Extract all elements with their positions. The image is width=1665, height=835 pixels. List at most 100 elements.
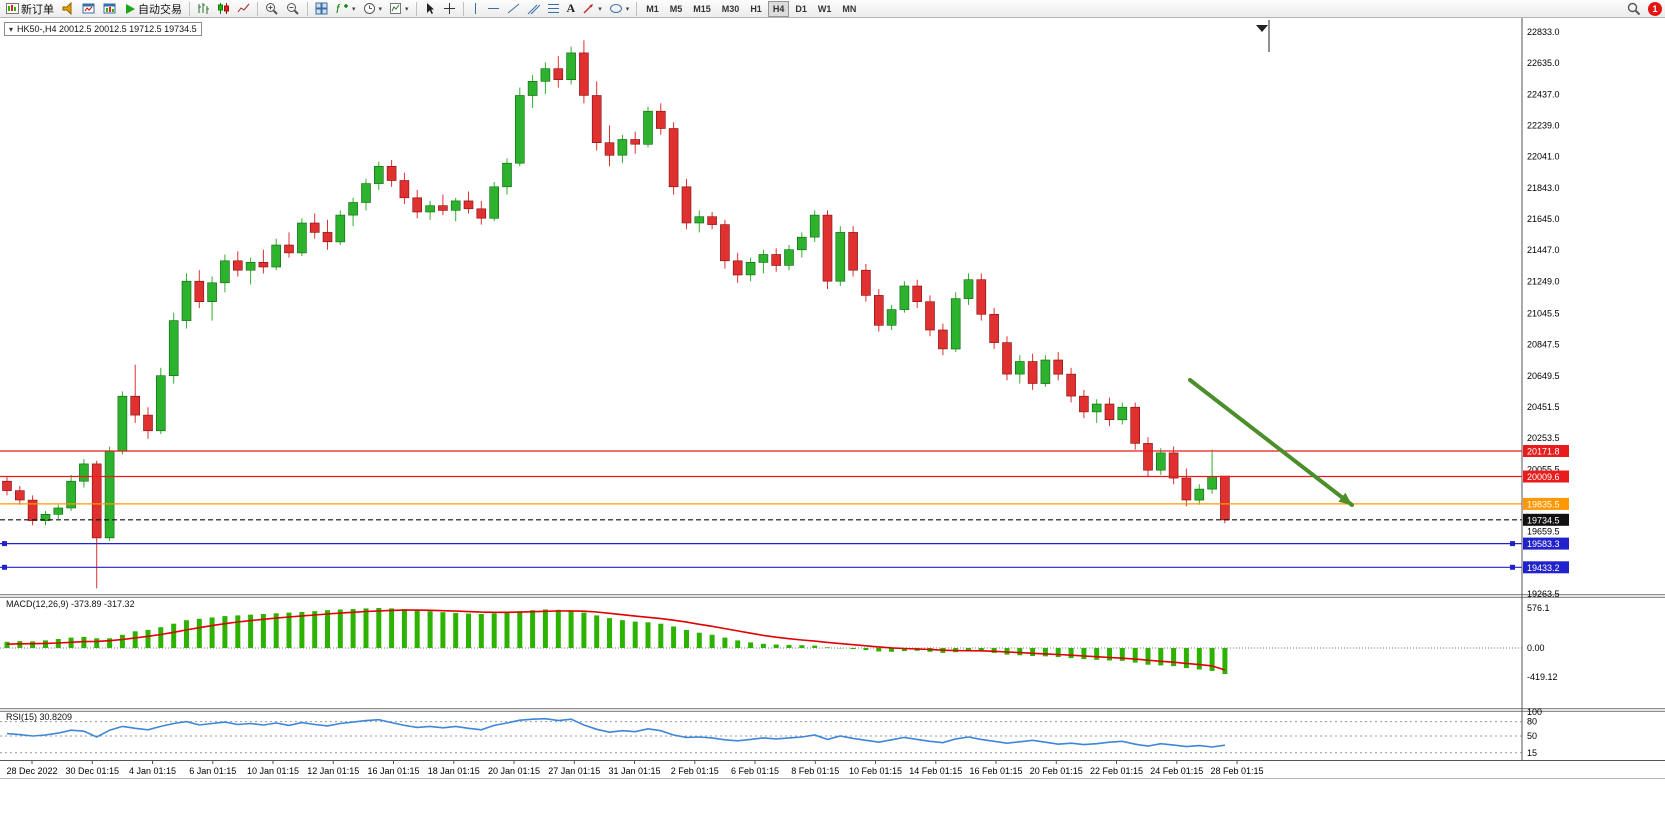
autotrade-button[interactable]: 自动交易 (121, 1, 185, 17)
svg-text:20171.8: 20171.8 (1527, 447, 1560, 457)
bar-chart-icon (198, 3, 209, 14)
crosshair-tool-button[interactable] (440, 1, 459, 17)
candle (591, 81, 602, 151)
chart-area[interactable]: 22833.0 22635.0 22437.0 22239.0 22041.0 21843… (0, 18, 1665, 835)
line-handle[interactable] (2, 541, 7, 547)
cursor-tool-button[interactable] (421, 1, 439, 17)
timeframe-mn-button[interactable]: MN (837, 1, 861, 17)
zoom-out-button[interactable] (283, 1, 303, 17)
candle (617, 134, 628, 164)
timeframe-m5-button[interactable]: M5 (665, 1, 688, 17)
svg-text:6 Feb 01:15: 6 Feb 01:15 (731, 766, 779, 776)
search-button[interactable] (1624, 1, 1644, 17)
shapes-tool-button[interactable]: ▾ (606, 1, 633, 17)
dropdown-arrow-icon[interactable]: ▾ (405, 5, 409, 13)
svg-text:21645.0: 21645.0 (1527, 214, 1560, 224)
vertical-line-tool-button[interactable] (468, 1, 483, 17)
candle (925, 295, 935, 337)
bar-chart-mode-button[interactable] (194, 1, 213, 17)
indicators-button[interactable]: f ▾ (332, 1, 359, 17)
line-chart-mode-button[interactable] (234, 1, 253, 17)
timeframe-m15-button[interactable]: M15 (688, 1, 716, 17)
support-line-2[interactable] (0, 564, 1522, 570)
toolbar-separator (636, 1, 638, 16)
trendline-icon (507, 3, 519, 14)
new-chart-button[interactable] (79, 1, 99, 17)
chart-shift-marker[interactable] (1256, 20, 1270, 52)
candle (425, 200, 435, 220)
notification-badge[interactable]: 1 (1648, 1, 1662, 16)
timeframe-d1-button[interactable]: D1 (790, 1, 812, 17)
arrows-tool-button[interactable]: ▾ (579, 1, 605, 17)
timeframe-h4-button[interactable]: H4 (767, 0, 790, 17)
candle (809, 210, 820, 242)
timeframe-h1-button[interactable]: H1 (745, 1, 767, 17)
toolbar-separator (307, 1, 308, 16)
timeframe-m1-button[interactable]: M1 (641, 1, 664, 17)
candle (1014, 355, 1025, 384)
svg-text:f: f (336, 2, 341, 15)
dropdown-arrow-icon[interactable]: ▾ (625, 5, 630, 13)
pane-separator[interactable] (0, 594, 1665, 598)
candle (181, 273, 192, 329)
svg-text:12 Jan 01:15: 12 Jan 01:15 (307, 766, 359, 776)
candle (156, 367, 166, 434)
candle (771, 248, 782, 272)
candle (245, 257, 256, 285)
toolbar-separator (415, 1, 417, 16)
clock-icon (363, 3, 375, 14)
candlestick-mode-button[interactable] (214, 1, 233, 17)
time-axis[interactable]: 28 Dec 2022 30 Dec 01:15 4 Jan 01:15 6 Jan … (0, 760, 1665, 779)
trend-arrow-annotation[interactable] (1188, 378, 1354, 507)
svg-text:50: 50 (1527, 731, 1537, 741)
line-handle[interactable] (1510, 564, 1515, 570)
candle (579, 40, 589, 104)
indicators-icon: f (336, 2, 348, 15)
candle (2, 476, 12, 496)
dropdown-arrow-icon[interactable]: ▾ (378, 5, 383, 13)
candle (796, 232, 807, 258)
zoom-in-button[interactable] (262, 1, 282, 17)
candle (476, 200, 487, 225)
tile-windows-button[interactable] (312, 1, 331, 17)
candle (912, 279, 923, 308)
svg-text:20009.6: 20009.6 (1527, 472, 1560, 482)
line-handle[interactable] (1510, 541, 1515, 547)
candle (1130, 402, 1140, 450)
templates-button[interactable]: ▾ (386, 1, 412, 17)
text-tool-button[interactable]: A (564, 1, 579, 17)
candle (1002, 336, 1012, 381)
dropdown-arrow-icon[interactable]: ▾ (598, 5, 602, 13)
candle (604, 125, 615, 167)
chart-dropdown-icon[interactable]: ▾ (9, 24, 14, 34)
pane-separator[interactable] (0, 708, 1665, 712)
candle (143, 407, 153, 439)
candle (1091, 399, 1102, 423)
market-watch-button[interactable] (100, 1, 120, 17)
new-order-button[interactable]: 新订单 (3, 1, 57, 17)
chart-canvas[interactable]: 22833.0 22635.0 22437.0 22239.0 22041.0 21843… (0, 18, 1665, 835)
candle (976, 273, 987, 321)
candle (463, 191, 474, 214)
candle (720, 219, 730, 269)
svg-text:22833.0: 22833.0 (1527, 27, 1560, 37)
price-axis[interactable]: 22833.0 22635.0 22437.0 22239.0 22041.0 21843… (1521, 18, 1560, 760)
channel-tool-button[interactable] (524, 1, 543, 17)
periods-button[interactable]: ▾ (360, 1, 386, 17)
toolbar-separator (462, 1, 464, 16)
trendline-tool-button[interactable] (504, 1, 523, 17)
candle (1143, 437, 1153, 477)
fibonacci-tool-button[interactable] (544, 1, 563, 17)
candle (1117, 402, 1128, 425)
price-level-lines[interactable] (0, 450, 1522, 570)
dropdown-arrow-icon[interactable]: ▾ (352, 5, 356, 13)
support-line-1[interactable] (0, 541, 1522, 547)
horizontal-line-tool-button[interactable] (484, 1, 503, 17)
alerts-button[interactable] (58, 1, 78, 17)
candle (53, 504, 64, 519)
candle (297, 218, 307, 256)
svg-text:0.00: 0.00 (1527, 643, 1545, 653)
line-handle[interactable] (2, 564, 7, 570)
timeframe-m30-button[interactable]: M30 (717, 1, 745, 17)
timeframe-w1-button[interactable]: W1 (813, 1, 837, 17)
